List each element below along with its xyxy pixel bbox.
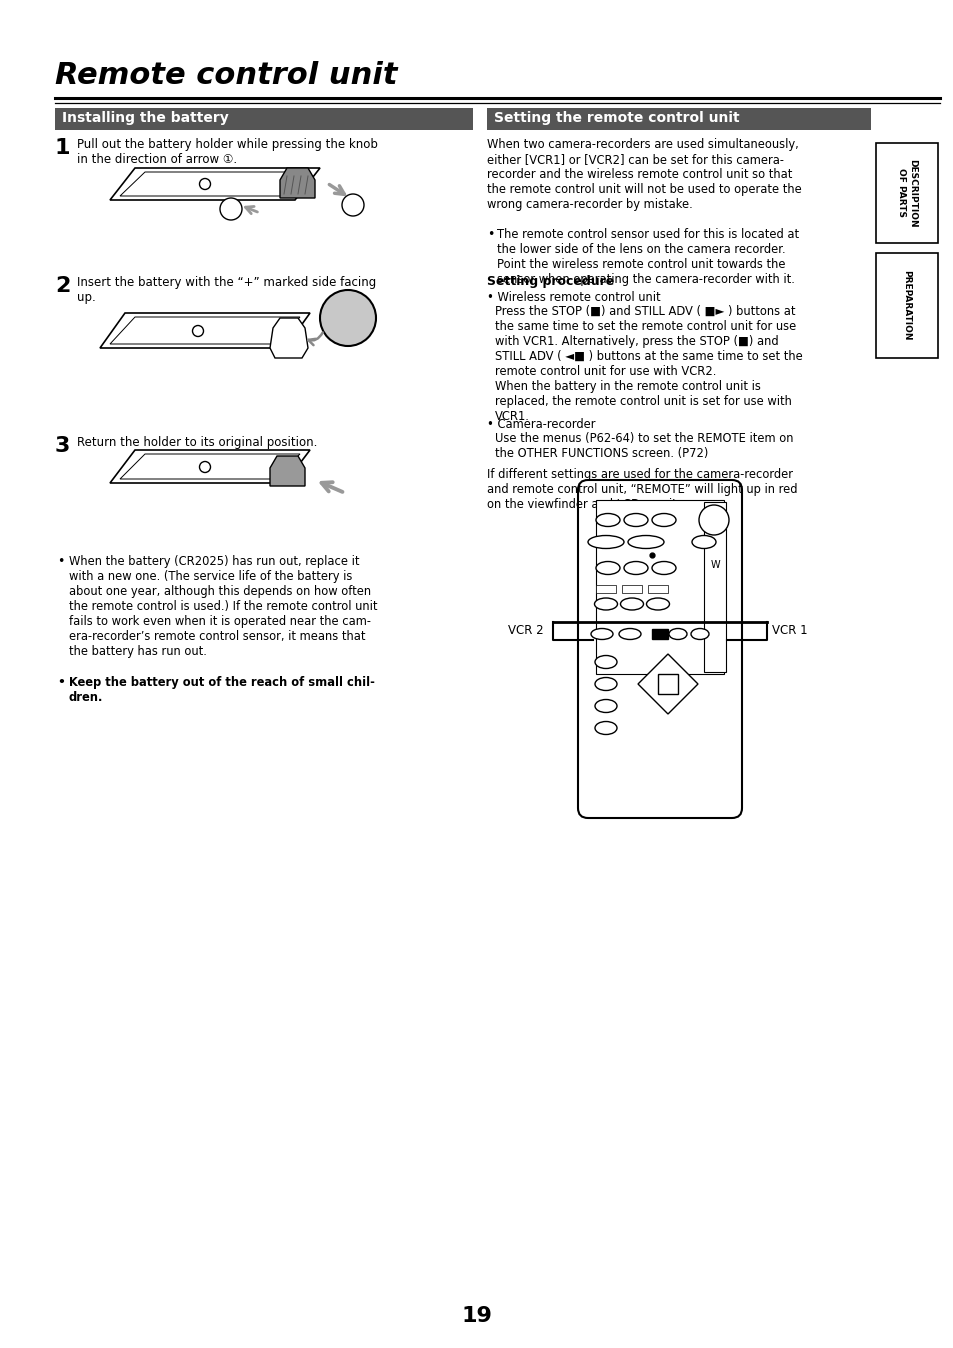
Text: Press the STOP (■) and STILL ADV ( ■► ) buttons at
the same time to set the remo: Press the STOP (■) and STILL ADV ( ■► ) …: [495, 305, 801, 423]
Bar: [486, 108, 870, 129]
Text: ►: ►: [682, 677, 688, 683]
Ellipse shape: [651, 514, 676, 527]
Text: Pull out the battery holder while pressing the knob
in the direction of arrow ①.: Pull out the battery holder while pressi…: [77, 137, 377, 166]
Bar: [703, 501, 725, 673]
Circle shape: [341, 194, 364, 216]
Circle shape: [699, 506, 728, 535]
Text: Remote control unit: Remote control unit: [55, 61, 397, 90]
Polygon shape: [270, 318, 308, 359]
Ellipse shape: [587, 535, 623, 549]
Text: • Camera-recorder: • Camera-recorder: [486, 418, 595, 431]
Ellipse shape: [596, 514, 619, 527]
Bar: [596, 500, 723, 674]
Text: VCR 1: VCR 1: [771, 624, 807, 638]
Polygon shape: [638, 654, 698, 714]
Text: W: W: [709, 559, 720, 570]
Text: Return the holder to its original position.: Return the holder to its original positi…: [77, 435, 317, 449]
FancyBboxPatch shape: [578, 480, 741, 818]
Polygon shape: [110, 168, 319, 200]
Text: ◄◄: ◄◄: [600, 597, 611, 603]
Text: ►: ►: [629, 597, 634, 603]
Ellipse shape: [646, 599, 669, 611]
Ellipse shape: [623, 514, 647, 527]
Circle shape: [193, 325, 203, 337]
Ellipse shape: [690, 628, 708, 639]
Bar: [875, 253, 937, 359]
Ellipse shape: [595, 678, 617, 690]
Ellipse shape: [668, 628, 686, 639]
Text: Use the menus (P62-64) to set the REMOTE item on
the OTHER FUNCTIONS screen. (P7: Use the menus (P62-64) to set the REMOTE…: [495, 431, 793, 460]
Text: ►►: ►►: [652, 597, 662, 603]
Text: •: •: [486, 228, 494, 241]
Text: 19: 19: [461, 1306, 492, 1326]
Text: 3: 3: [55, 435, 71, 456]
Text: Installing the battery: Installing the battery: [62, 111, 229, 125]
Circle shape: [220, 198, 242, 220]
Ellipse shape: [590, 628, 613, 639]
Ellipse shape: [651, 562, 676, 574]
Circle shape: [319, 290, 375, 346]
Text: If different settings are used for the camera-recorder
and remote control unit, : If different settings are used for the c…: [486, 468, 797, 511]
Bar: [875, 143, 937, 243]
Text: When the battery (CR2025) has run out, replace it
with a new one. (The service l: When the battery (CR2025) has run out, r…: [69, 555, 377, 658]
Ellipse shape: [623, 562, 647, 574]
Bar: [658, 674, 678, 694]
Text: Setting procedure: Setting procedure: [486, 275, 614, 288]
Text: 1: 1: [55, 137, 71, 158]
Ellipse shape: [595, 700, 617, 713]
Text: Insert the battery with the “+” marked side facing
up.: Insert the battery with the “+” marked s…: [77, 276, 375, 305]
Text: •: •: [57, 675, 65, 689]
Polygon shape: [280, 168, 314, 198]
Bar: [651, 630, 667, 639]
Ellipse shape: [596, 562, 619, 574]
Text: • Wireless remote control unit: • Wireless remote control unit: [486, 291, 659, 305]
Text: •: •: [57, 555, 64, 568]
Text: 2: 2: [349, 195, 356, 206]
Text: ▼: ▼: [664, 696, 670, 701]
Ellipse shape: [595, 655, 617, 669]
Text: 2: 2: [55, 276, 71, 297]
Bar: [596, 585, 616, 593]
Ellipse shape: [691, 535, 716, 549]
Text: The remote control sensor used for this is located at
the lower side of the lens: The remote control sensor used for this …: [497, 228, 799, 286]
Text: VCR 2: VCR 2: [507, 624, 543, 638]
Text: Keep the battery out of the reach of small chil-
dren.: Keep the battery out of the reach of sma…: [69, 675, 375, 704]
Ellipse shape: [594, 599, 617, 611]
Text: T: T: [711, 518, 718, 527]
Polygon shape: [100, 313, 310, 348]
Bar: [647, 585, 667, 593]
Bar: [621, 585, 641, 593]
Circle shape: [199, 461, 211, 473]
Text: DESCRIPTION
OF PARTS: DESCRIPTION OF PARTS: [897, 159, 916, 228]
Ellipse shape: [595, 721, 617, 735]
Ellipse shape: [619, 599, 643, 611]
Polygon shape: [110, 450, 310, 483]
Text: ◄: ◄: [647, 677, 652, 683]
Circle shape: [199, 178, 211, 190]
Text: ▲: ▲: [664, 659, 670, 665]
Text: When two camera-recorders are used simultaneously,
either [VCR1] or [VCR2] can b: When two camera-recorders are used simul…: [486, 137, 801, 212]
Text: PREPARATION: PREPARATION: [902, 270, 910, 341]
Polygon shape: [270, 456, 305, 487]
Text: +: +: [337, 302, 358, 326]
Text: Setting the remote control unit: Setting the remote control unit: [494, 111, 739, 125]
Ellipse shape: [627, 535, 663, 549]
Bar: [55, 108, 473, 129]
Text: 1: 1: [227, 200, 234, 210]
Ellipse shape: [618, 628, 640, 639]
